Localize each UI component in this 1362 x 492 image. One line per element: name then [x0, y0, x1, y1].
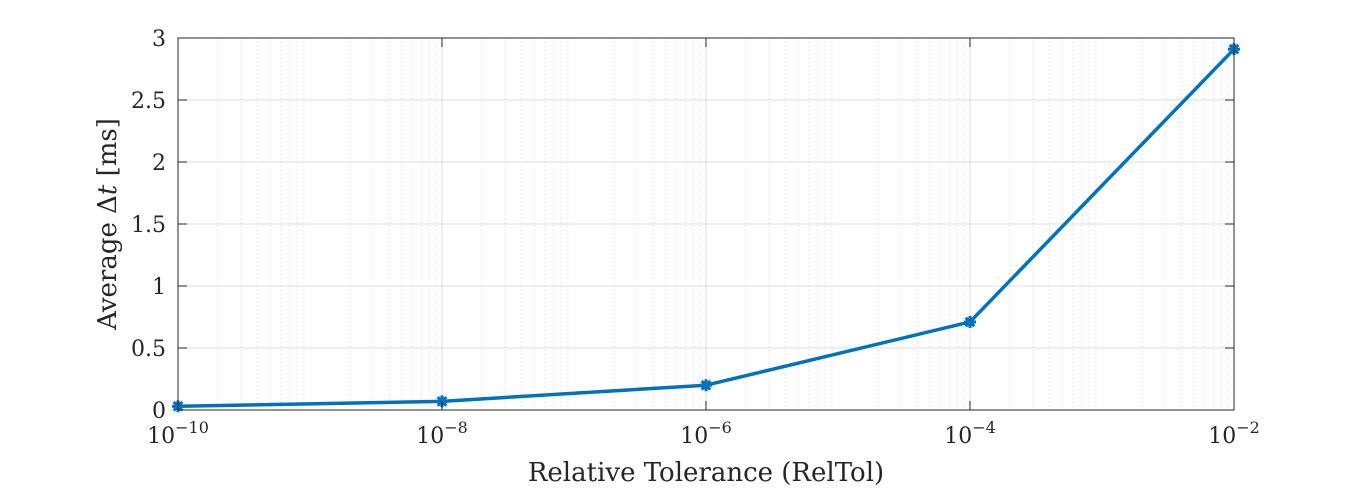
- marker-stroke: [964, 316, 976, 328]
- y-axis-label-unit: [ms]: [93, 118, 123, 185]
- tick-marks: [177, 37, 1235, 411]
- x-tick-labels: 10−10 10−8 10−6 10−4 10−2: [147, 418, 1260, 449]
- x-tick-label: 10−10: [147, 418, 209, 449]
- marker-stroke: [700, 379, 712, 391]
- major-grid: [177, 37, 1235, 411]
- y-axis-label-prefix: Average: [93, 214, 123, 331]
- y-tick-labels: 0 0.5 1 1.5 2 2.5 3: [131, 27, 166, 424]
- x-tick-label: 10−4: [944, 418, 996, 449]
- y-tick-label: 0: [152, 399, 166, 424]
- data-point-marker: [964, 315, 976, 328]
- y-tick-label: 3: [152, 27, 166, 52]
- y-axis-label-symbol: Δ: [93, 195, 123, 214]
- y-axis-label-variable: t: [93, 184, 123, 195]
- y-axis-label: Average Δt [ms]: [93, 118, 123, 331]
- y-tick-label: 2: [152, 151, 166, 176]
- y-tick-label: 0.5: [131, 337, 166, 362]
- x-axis-label: Relative Tolerance (RelTol): [528, 458, 884, 488]
- y-tick-label: 1: [152, 275, 166, 300]
- x-tick-label: 10−8: [416, 418, 468, 449]
- y-tick-label: 2.5: [131, 89, 166, 114]
- x-tick-label: 10−2: [1208, 418, 1260, 449]
- y-tick-label: 1.5: [131, 213, 166, 238]
- data-point-marker: [700, 379, 712, 392]
- x-tick-label: 10−6: [680, 418, 732, 449]
